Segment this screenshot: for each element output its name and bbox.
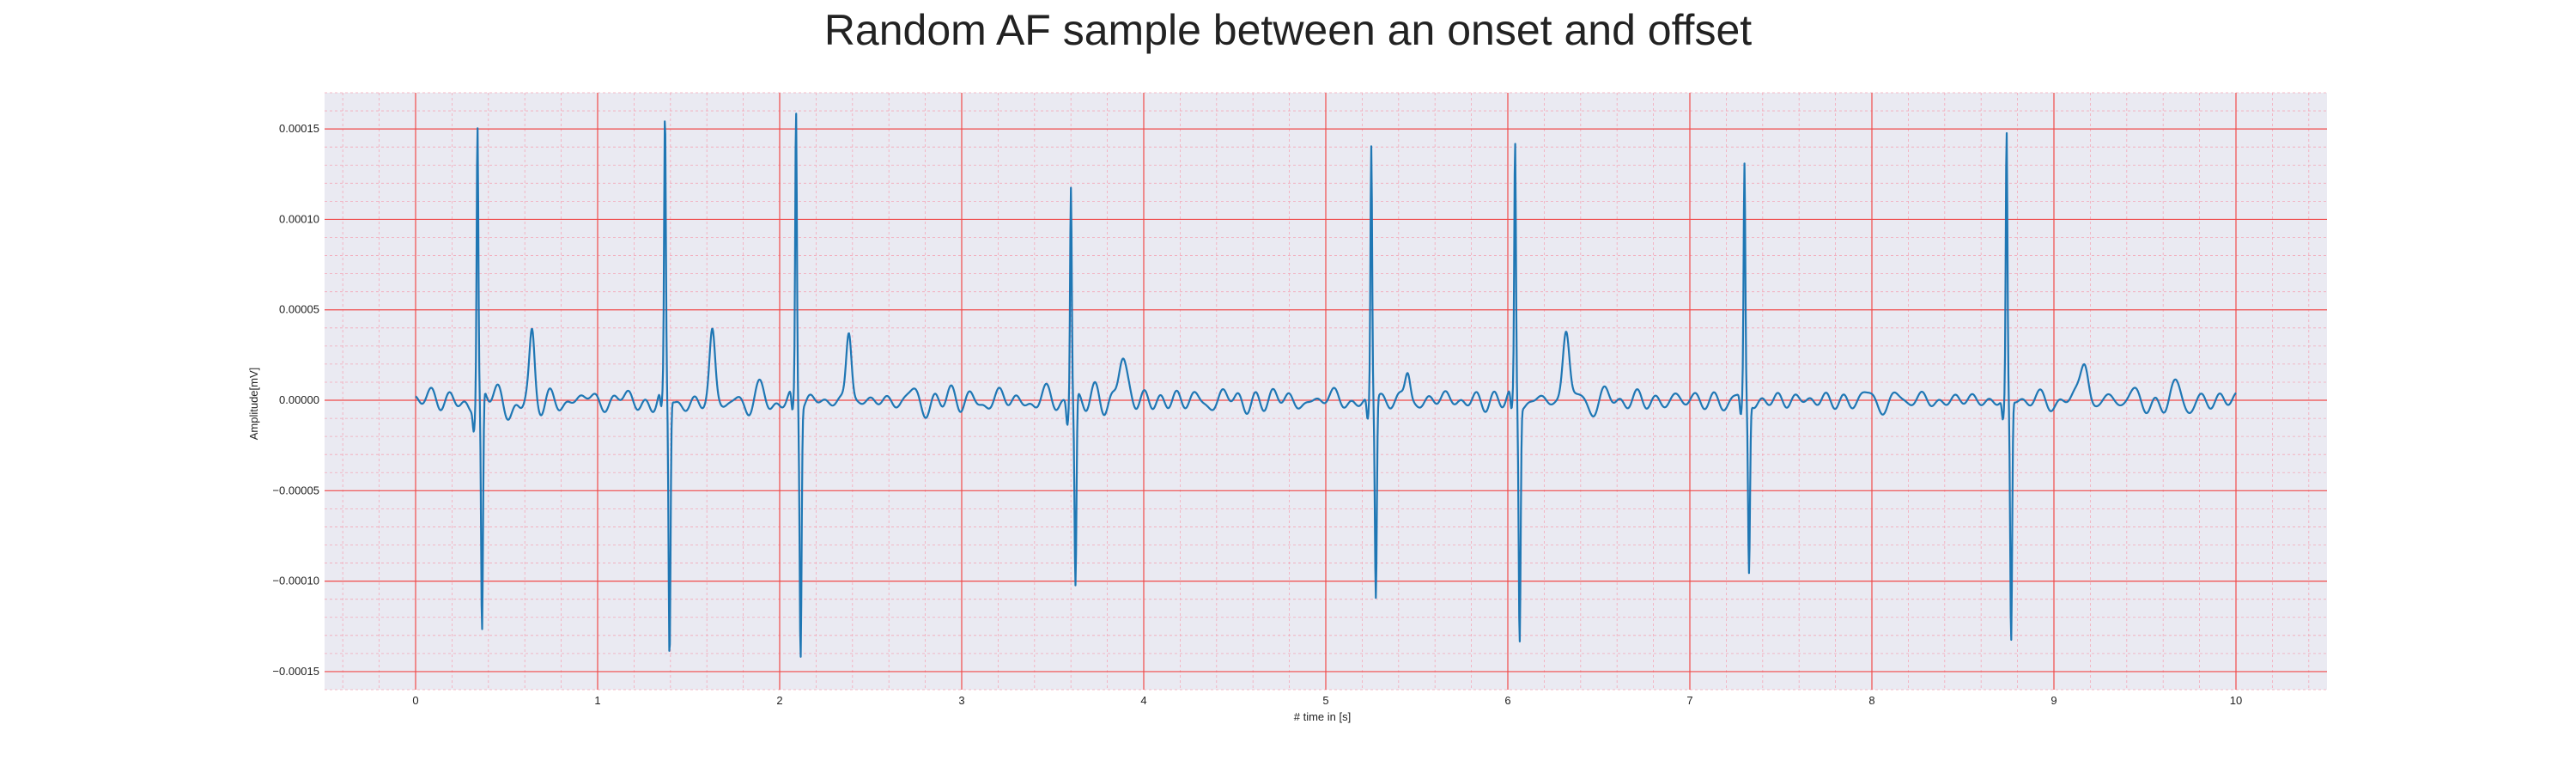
series-layer [415,113,2237,658]
x-tick-label: 5 [1322,694,1328,707]
y-tick-label: 0.00010 [279,212,319,225]
x-tick-label: 0 [412,694,418,707]
ecg-signal-line [415,113,2237,658]
x-axis-ticks: 0 1 2 3 4 5 6 7 8 9 10 [412,694,2242,707]
y-axis-ticks: −0.00015 −0.00010 −0.00005 0.00000 0.00005 0.… [272,122,319,678]
x-tick-label: 1 [594,694,600,707]
y-tick-label: −0.00010 [272,575,319,587]
y-axis-label: Amplitude[mV] [247,368,260,441]
x-tick-label: 4 [1140,694,1146,707]
x-tick-label: 9 [2050,694,2057,707]
x-axis-label: # time in [s] [1294,710,1351,723]
major-grid [325,93,2327,690]
y-tick-label: 0.00005 [279,303,319,316]
y-tick-label: −0.00015 [272,665,319,678]
y-tick-label: 0.00000 [279,393,319,406]
y-tick-label: −0.00005 [272,484,319,496]
x-tick-label: 10 [2230,694,2242,707]
x-tick-label: 6 [1504,694,1510,707]
y-tick-label: 0.00015 [279,122,319,135]
x-tick-label: 2 [776,694,782,707]
x-tick-label: 7 [1686,694,1692,707]
chart-title: Random AF sample between an onset and of… [823,6,1753,54]
x-tick-label: 3 [958,694,964,707]
x-tick-label: 8 [1868,694,1874,707]
